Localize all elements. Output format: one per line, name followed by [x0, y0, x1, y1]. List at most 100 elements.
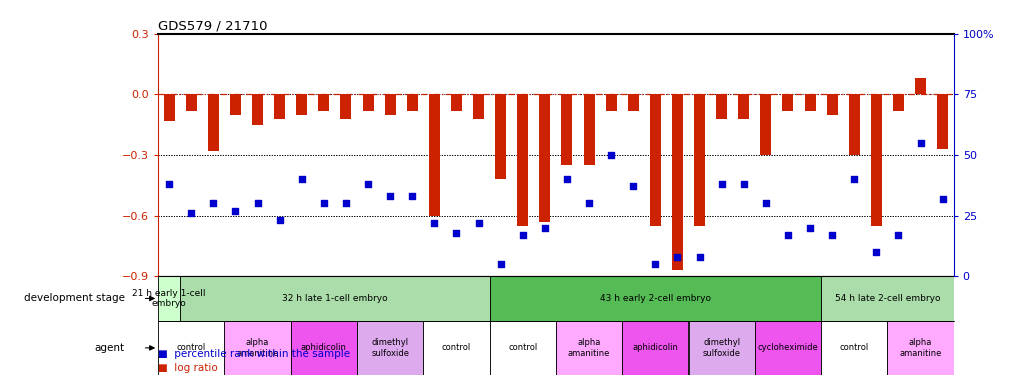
Point — [668, 254, 685, 260]
Point — [867, 249, 883, 255]
Bar — [555, 321, 622, 375]
Bar — [848, 94, 859, 155]
Bar — [489, 276, 820, 321]
Text: alpha
amanitine: alpha amanitine — [236, 338, 278, 358]
Point — [316, 200, 332, 206]
Bar — [229, 94, 240, 114]
Bar — [158, 276, 180, 321]
Bar — [622, 321, 688, 375]
Point — [912, 140, 928, 146]
Point — [558, 176, 575, 182]
Point — [492, 261, 508, 267]
Point — [293, 176, 310, 182]
Point — [581, 200, 597, 206]
Bar — [224, 321, 290, 375]
Bar — [693, 94, 704, 226]
Bar — [672, 94, 683, 270]
Point — [625, 183, 641, 189]
Point — [933, 196, 950, 202]
Text: aphidicolin: aphidicolin — [632, 344, 678, 352]
Text: dimethyl
sulfoxide: dimethyl sulfoxide — [702, 338, 740, 358]
Bar — [539, 94, 550, 222]
Point — [515, 232, 531, 238]
Bar — [627, 94, 638, 111]
Point — [404, 193, 420, 199]
Point — [735, 181, 751, 187]
Point — [647, 261, 663, 267]
Point — [890, 232, 906, 238]
Bar — [489, 321, 555, 375]
Bar — [782, 94, 793, 111]
Point — [757, 200, 773, 206]
Bar — [357, 321, 423, 375]
Bar — [820, 321, 887, 375]
Point — [448, 230, 465, 236]
Bar — [180, 276, 489, 321]
Bar — [583, 94, 594, 165]
Bar — [296, 94, 307, 114]
Text: control: control — [176, 344, 206, 352]
Text: control: control — [507, 344, 537, 352]
Bar — [252, 94, 263, 124]
Bar — [870, 94, 881, 226]
Point — [780, 232, 796, 238]
Bar — [649, 94, 660, 226]
Bar — [407, 94, 418, 111]
Text: cycloheximide: cycloheximide — [757, 344, 817, 352]
Point — [846, 176, 862, 182]
Bar — [340, 94, 352, 118]
Text: 32 h late 1-cell embryo: 32 h late 1-cell embryo — [282, 294, 387, 303]
Point — [470, 220, 486, 226]
Bar — [804, 94, 815, 111]
Point — [337, 200, 354, 206]
Bar — [759, 94, 770, 155]
Bar — [688, 321, 754, 375]
Text: GDS579 / 21710: GDS579 / 21710 — [158, 20, 267, 33]
Text: control: control — [839, 344, 868, 352]
Point — [713, 181, 730, 187]
Point — [183, 210, 200, 216]
Point — [801, 225, 817, 231]
Bar — [384, 94, 395, 114]
Bar — [936, 94, 948, 149]
Bar — [428, 94, 439, 216]
Bar — [820, 276, 953, 321]
Point — [602, 152, 619, 158]
Bar — [494, 94, 505, 179]
Bar — [163, 94, 174, 121]
Text: ■  log ratio: ■ log ratio — [158, 363, 218, 373]
Bar — [887, 321, 953, 375]
Text: alpha
amanitine: alpha amanitine — [899, 338, 941, 358]
Bar — [738, 94, 749, 118]
Point — [382, 193, 398, 199]
Bar — [362, 94, 373, 111]
Text: development stage: development stage — [23, 294, 125, 303]
Text: agent: agent — [95, 343, 125, 353]
Bar — [715, 94, 727, 118]
Bar — [318, 94, 329, 111]
Bar — [754, 321, 820, 375]
Bar — [605, 94, 616, 111]
Bar — [473, 94, 484, 118]
Text: 21 h early 1-cell
embryо: 21 h early 1-cell embryо — [132, 289, 206, 308]
Point — [205, 200, 221, 206]
Point — [691, 254, 707, 260]
Bar — [914, 78, 925, 94]
Bar — [892, 94, 903, 111]
Text: 43 h early 2-cell embryo: 43 h early 2-cell embryo — [599, 294, 710, 303]
Point — [161, 181, 177, 187]
Point — [426, 220, 442, 226]
Bar — [423, 321, 489, 375]
Bar — [208, 94, 219, 151]
Point — [250, 200, 266, 206]
Bar — [517, 94, 528, 226]
Point — [227, 208, 244, 214]
Point — [271, 217, 287, 223]
Point — [360, 181, 376, 187]
Bar — [560, 94, 572, 165]
Bar — [825, 94, 837, 114]
Bar — [290, 321, 357, 375]
Point — [823, 232, 840, 238]
Text: ■  percentile rank within the sample: ■ percentile rank within the sample — [158, 349, 350, 359]
Text: aphidicolin: aphidicolin — [301, 344, 346, 352]
